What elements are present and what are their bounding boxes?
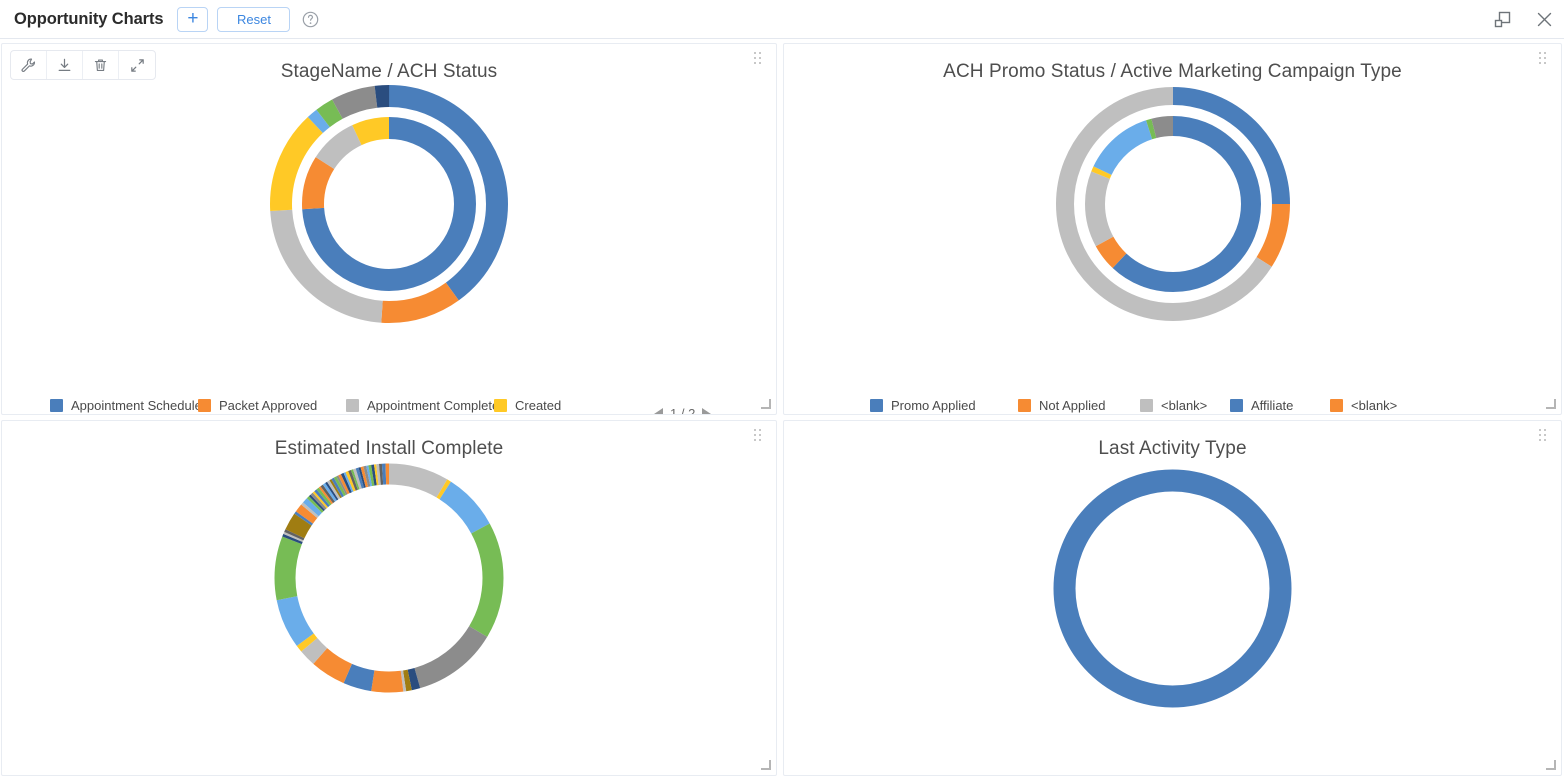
panel-drag-handle[interactable] [1539,429,1551,443]
trash-icon[interactable] [83,51,119,79]
donut-chart-ach-promo-status [784,83,1561,329]
panel-resize-handle[interactable] [761,399,774,412]
expand-icon[interactable] [119,51,155,79]
donut-chart-estimated-install-complete [2,460,776,698]
panel-drag-handle[interactable] [1539,52,1551,66]
legend-item[interactable]: Packet Approved [198,394,346,414]
donut-chart-stagename-ach-status [2,83,776,329]
legend-item[interactable]: Appointment Scheduled [50,394,209,414]
chart-title: Estimated Install Complete [274,438,504,459]
legend-item[interactable]: Not Applied [1018,394,1140,414]
chart-title: StageName / ACH Status [280,61,498,82]
panel-drag-handle[interactable] [754,429,766,443]
legend-label: Packet Approved [219,398,318,413]
legend-item[interactable]: Created [494,394,604,414]
charts-board: StageName / ACH Status [0,39,1564,776]
legend-swatch [198,399,211,412]
chart-title: Last Activity Type [1098,438,1247,459]
legend-swatch [1230,399,1243,412]
panel-resize-handle[interactable] [1546,760,1559,773]
panel-resize-handle[interactable] [1546,399,1559,412]
legend-label: <blank> [1161,398,1208,413]
close-icon[interactable] [1535,10,1554,29]
panel-resize-handle[interactable] [761,760,774,773]
chart-title: ACH Promo Status / Active Marketing Camp… [943,61,1402,82]
donut-chart-last-activity-type [784,460,1561,711]
legend-label: <blank> [1351,398,1398,413]
legend-label: Promo Applied [891,398,976,413]
legend-item[interactable]: <blank> [1140,394,1230,414]
chart-panel-ach-promo-status: ACH Promo Status / Active Marketing Camp… [783,43,1562,415]
window-controls [1493,0,1554,39]
chart-panel-estimated-install-complete: Estimated Install Complete [1,420,777,776]
download-icon[interactable] [47,51,83,79]
legend-swatch [494,399,507,412]
chart-legend: Promo Applied Not Applied <blank> Affili… [870,394,1510,414]
legend-item[interactable]: <blank> [1330,394,1500,414]
legend-item[interactable]: Appointment Complete [346,394,499,414]
pager-prev-icon[interactable] [654,407,663,414]
page-title: Opportunity Charts [14,9,164,28]
legend-swatch [1140,399,1153,412]
legend-pager: 1 / 2 [654,406,712,415]
chart-legend: Appointment Scheduled Packet Approved Ap… [50,394,650,414]
wrench-icon[interactable] [11,51,47,79]
legend-swatch [50,399,63,412]
top-bar: Opportunity Charts + Reset [0,0,1564,39]
reset-button[interactable]: Reset [217,6,291,32]
chart-toolbar [10,50,156,80]
legend-item[interactable]: Affiliate [1230,394,1330,414]
legend-label: Affiliate [1251,398,1294,413]
legend-swatch [346,399,359,412]
legend-label: Appointment Complete [367,398,500,413]
legend-item[interactable]: Promo Applied [870,394,1018,414]
pager-status: 1 / 2 [670,406,696,415]
chart-panel-last-activity-type: Last Activity Type <blank> [783,420,1562,776]
help-circle-icon[interactable] [302,11,319,28]
legend-label: Not Applied [1039,398,1106,413]
legend-swatch [870,399,883,412]
chart-panel-stagename-ach-status: StageName / ACH Status [1,43,777,415]
add-chart-button[interactable]: + [177,6,209,32]
pager-next-icon[interactable] [702,407,712,414]
legend-label: Created [515,398,562,413]
panel-drag-handle[interactable] [754,52,766,66]
pop-out-icon[interactable] [1493,10,1512,29]
legend-label: Appointment Scheduled [71,398,210,413]
legend-swatch [1330,399,1343,412]
legend-swatch [1018,399,1031,412]
